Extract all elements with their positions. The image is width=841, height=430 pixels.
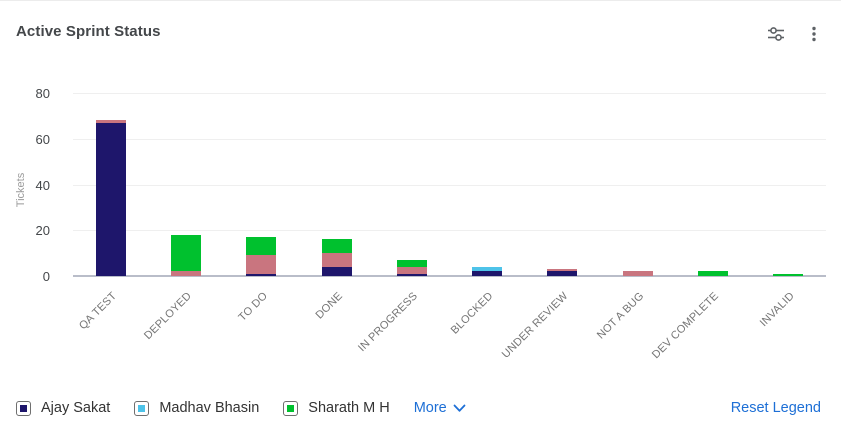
legend-swatch xyxy=(283,400,299,416)
bar-slot xyxy=(675,93,750,276)
more-link[interactable]: More xyxy=(414,400,466,416)
chevron-down-icon xyxy=(453,404,466,413)
bar-done[interactable] xyxy=(321,239,352,276)
bar-slot xyxy=(224,93,299,276)
bar-slot xyxy=(374,93,449,276)
legend-items: Ajay Sakat Madhav Bhasin Sharath M H More xyxy=(16,400,466,416)
gridline xyxy=(73,138,826,140)
bar-slot xyxy=(148,93,223,276)
y-tick-label: 60 xyxy=(35,131,50,147)
bar-segment[interactable] xyxy=(547,269,578,272)
bar-slot xyxy=(525,93,600,276)
bar-segment[interactable] xyxy=(773,273,804,276)
bar-slot xyxy=(449,93,524,276)
bar-segment[interactable] xyxy=(396,260,427,267)
bar-segment[interactable] xyxy=(698,271,729,276)
bar-deployed[interactable] xyxy=(170,234,201,276)
legend-label: Ajay Sakat xyxy=(41,400,111,416)
kebab-menu-icon[interactable] xyxy=(803,23,825,45)
x-label-slot: DONE xyxy=(299,280,374,380)
bar-segment[interactable] xyxy=(246,273,277,276)
legend-item-sharath-m-h[interactable]: Sharath M H xyxy=(283,400,390,416)
legend-swatch xyxy=(134,400,150,416)
gridline xyxy=(73,184,826,186)
x-axis-label: NOT A BUG xyxy=(594,290,647,342)
x-label-slot: BLOCKED xyxy=(449,280,524,380)
y-tick-label: 40 xyxy=(35,177,50,193)
page-title: Active Sprint Status xyxy=(16,23,161,40)
legend-swatch-color xyxy=(138,404,146,412)
bar-in-progress[interactable] xyxy=(396,260,427,276)
legend-swatch-color xyxy=(20,404,27,412)
x-label-slot: INVALID xyxy=(751,280,826,380)
x-label-slot: NOT A BUG xyxy=(595,280,675,380)
reset-legend-link[interactable]: Reset Legend xyxy=(731,400,821,416)
gridline xyxy=(73,230,826,232)
filter-sliders-icon[interactable] xyxy=(765,23,787,45)
bar-segment[interactable] xyxy=(321,253,352,267)
x-axis-label: TO DO xyxy=(236,290,270,324)
legend-label: Sharath M H xyxy=(308,400,390,416)
x-label-slot: IN PROGRESS xyxy=(356,280,449,380)
bars-row xyxy=(73,93,826,276)
x-axis-label: INVALID xyxy=(757,290,797,330)
legend-item-madhav-bhasin[interactable]: Madhav Bhasin xyxy=(134,400,259,416)
x-label-slot: DEV COMPLETE xyxy=(650,280,750,380)
legend-swatch-color xyxy=(287,404,295,412)
header-icons xyxy=(765,23,825,45)
bar-segment[interactable] xyxy=(472,266,503,272)
legend-swatch xyxy=(16,400,31,416)
bar-slot xyxy=(73,93,148,276)
y-tick-label: 20 xyxy=(35,223,50,239)
bar-slot xyxy=(751,93,826,276)
x-axis-line xyxy=(73,275,826,277)
bar-segment[interactable] xyxy=(622,271,653,276)
bar-segment[interactable] xyxy=(95,120,126,123)
bar-to-do[interactable] xyxy=(246,237,277,276)
bar-segment[interactable] xyxy=(170,234,201,272)
reset-legend-label: Reset Legend xyxy=(730,400,821,416)
x-axis-label: QA TEST xyxy=(76,290,120,333)
bar-invalid[interactable] xyxy=(773,273,804,276)
x-label-slot: QA TEST xyxy=(73,280,148,380)
bar-not-a-bug[interactable] xyxy=(622,271,653,276)
bar-segment[interactable] xyxy=(321,266,352,276)
bar-segment[interactable] xyxy=(396,266,427,274)
bar-blocked[interactable] xyxy=(472,266,503,276)
x-label-slot: DEPLOYED xyxy=(142,280,223,380)
x-axis-labels: QA TEST DEPLOYED TO DO DONE IN PROGRESS BLOCK… xyxy=(73,280,826,380)
bar-under-review[interactable] xyxy=(547,269,578,276)
x-label-slot: TO DO xyxy=(224,280,299,380)
bar-dev-complete[interactable] xyxy=(698,271,729,276)
bar-segment[interactable] xyxy=(321,239,352,254)
x-axis-label: DEPLOYED xyxy=(142,290,195,342)
card-header: Active Sprint Status xyxy=(0,1,841,57)
x-axis-label: BLOCKED xyxy=(448,290,496,337)
y-axis-ticks: 0 20 40 60 80 xyxy=(0,87,56,283)
bar-segment[interactable] xyxy=(396,273,427,276)
x-axis-label: DONE xyxy=(313,290,346,322)
bar-slot xyxy=(600,93,675,276)
legend-item-ajay-sakat[interactable]: Ajay Sakat xyxy=(16,400,110,416)
bar-segment[interactable] xyxy=(246,255,277,274)
x-label-slot: UNDER REVIEW xyxy=(500,280,600,380)
plot-area xyxy=(73,93,826,277)
legend-label: Madhav Bhasin xyxy=(159,400,260,416)
gridline xyxy=(73,93,826,94)
bar-segment[interactable] xyxy=(472,271,503,276)
y-tick-label: 0 xyxy=(42,269,50,284)
bar-segment[interactable] xyxy=(246,237,277,256)
y-tick-label: 80 xyxy=(35,86,50,101)
more-link-label: More xyxy=(413,400,447,416)
legend: Ajay Sakat Madhav Bhasin Sharath M H More … xyxy=(16,396,821,420)
bar-qa-test[interactable] xyxy=(95,120,126,276)
bar-segment[interactable] xyxy=(95,122,126,276)
bar-segment[interactable] xyxy=(170,271,201,276)
bar-slot xyxy=(299,93,374,276)
bar-segment[interactable] xyxy=(547,271,578,276)
